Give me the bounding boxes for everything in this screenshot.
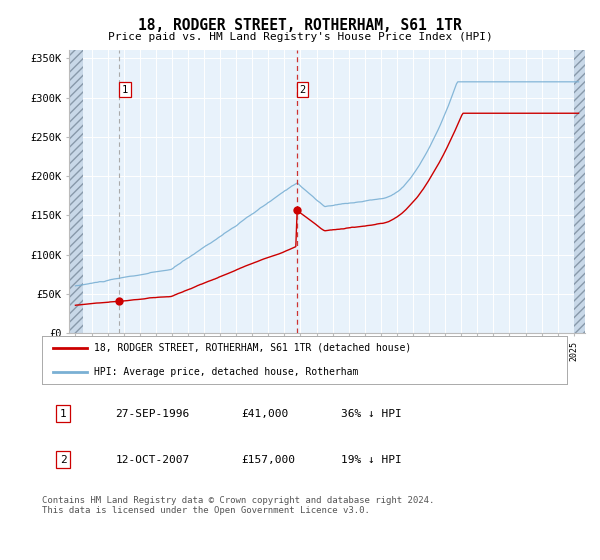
Text: 19% ↓ HPI: 19% ↓ HPI bbox=[341, 455, 402, 465]
Text: 18, RODGER STREET, ROTHERHAM, S61 1TR (detached house): 18, RODGER STREET, ROTHERHAM, S61 1TR (d… bbox=[95, 343, 412, 353]
Text: 12-OCT-2007: 12-OCT-2007 bbox=[115, 455, 190, 465]
Text: HPI: Average price, detached house, Rotherham: HPI: Average price, detached house, Roth… bbox=[95, 367, 359, 377]
Bar bbox=[69, 50, 83, 333]
Text: 1: 1 bbox=[122, 85, 128, 95]
Text: 18, RODGER STREET, ROTHERHAM, S61 1TR: 18, RODGER STREET, ROTHERHAM, S61 1TR bbox=[138, 18, 462, 33]
Text: 1: 1 bbox=[59, 409, 67, 419]
Text: 27-SEP-1996: 27-SEP-1996 bbox=[115, 409, 190, 419]
Text: £41,000: £41,000 bbox=[241, 409, 289, 419]
Text: Contains HM Land Registry data © Crown copyright and database right 2024.
This d: Contains HM Land Registry data © Crown c… bbox=[42, 496, 434, 515]
Text: 2: 2 bbox=[299, 85, 305, 95]
Bar bbox=[574, 50, 585, 333]
Text: 2: 2 bbox=[59, 455, 67, 465]
Text: 36% ↓ HPI: 36% ↓ HPI bbox=[341, 409, 402, 419]
Text: Price paid vs. HM Land Registry's House Price Index (HPI): Price paid vs. HM Land Registry's House … bbox=[107, 32, 493, 43]
Text: £157,000: £157,000 bbox=[241, 455, 296, 465]
